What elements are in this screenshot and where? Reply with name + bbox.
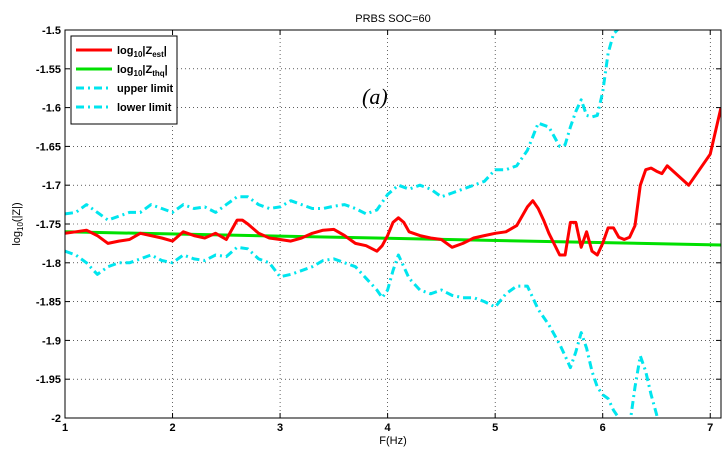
y-tick-label: -1.85: [36, 297, 61, 309]
y-tick-label: -1.9: [42, 335, 61, 347]
y-tick-label: -1.55: [36, 64, 61, 76]
y-tick-label: -1.7: [42, 180, 61, 192]
series-line-0: [65, 107, 721, 257]
annotation-label: (a): [362, 84, 388, 109]
y-axis-label-prefix: log: [11, 231, 23, 246]
x-tick-label: 1: [62, 422, 68, 434]
x-tick-label: 5: [492, 422, 498, 434]
legend-label: lower limit: [117, 102, 172, 114]
y-tick-label: -1.65: [36, 141, 61, 153]
x-axis-label: F(Hz): [379, 435, 407, 447]
series-line-1: [65, 230, 721, 247]
series-line-2: [65, 30, 620, 222]
x-tick-label: 6: [600, 422, 606, 434]
legend-label: log10|Zthq|: [117, 64, 168, 78]
x-tick-label: 3: [277, 422, 283, 434]
legend-label: log10|Zest|: [117, 45, 167, 59]
x-tick-label: 7: [707, 422, 713, 434]
legend-label: upper limit: [117, 83, 174, 95]
y-axis-label-suffix: (|Z|): [11, 202, 23, 222]
y-tick-label: -2: [51, 413, 61, 425]
y-tick-label: -1.8: [42, 258, 61, 270]
series-line-3: [65, 245, 659, 418]
x-tick-label: 2: [169, 422, 175, 434]
series-layer: [65, 30, 721, 418]
y-axis-label-sub: 10: [16, 222, 25, 231]
y-axis-label: log10(|Z|): [11, 202, 25, 245]
y-tick-label: -1.6: [42, 103, 61, 115]
chart-title: PRBS SOC=60: [355, 13, 431, 25]
y-tick-label: -1.75: [36, 219, 61, 231]
y-tick-label: -1.95: [36, 374, 61, 386]
x-tick-label: 4: [385, 422, 392, 434]
y-tick-label: -1.5: [42, 25, 61, 37]
ticks: 1 2 3 4 5 6 7 -1.5 -1.55 -1.6 -1.65 -1.7 -1.75 -1.8 -1…: [36, 25, 721, 434]
legend: log10|Zest| log10|Zthq| upper limit lower l…: [70, 35, 178, 125]
